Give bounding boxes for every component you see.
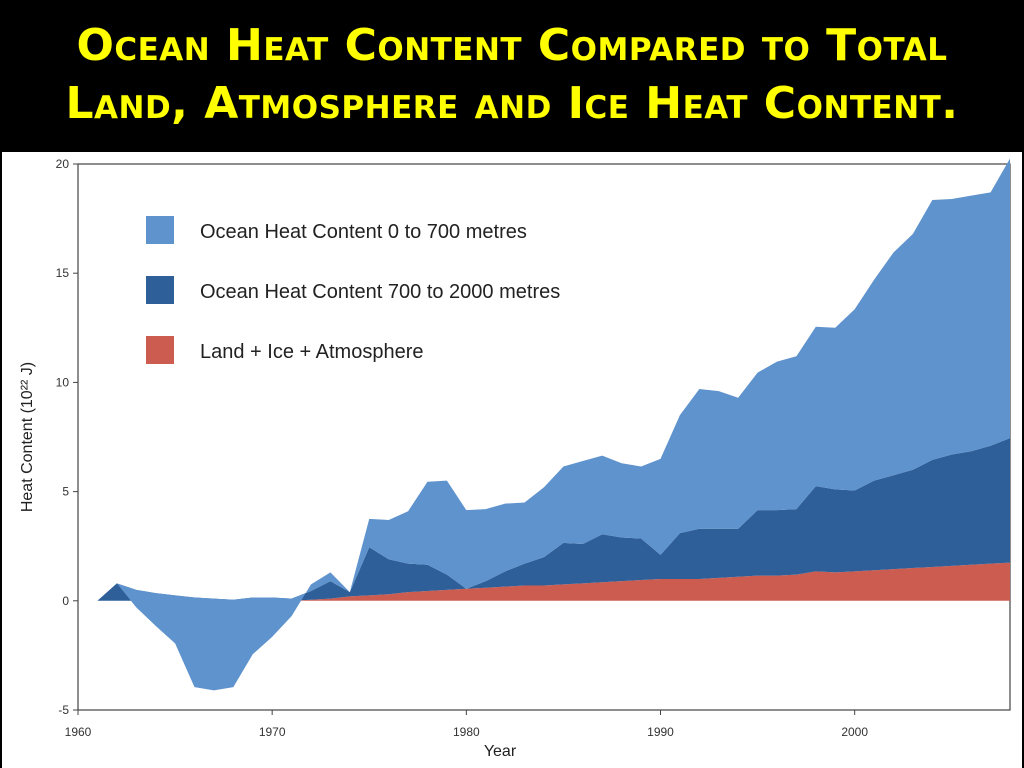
area-ocean-heat-content-0-to-700-metres [97,158,1010,691]
slide-title: Ocean Heat Content Compared to Total Lan… [45,17,978,133]
chart-legend: Ocean Heat Content 0 to 700 metres Ocean … [146,216,560,364]
x-tick-label: 1960 [65,725,92,739]
legend-swatch [146,216,174,244]
heat-content-chart: -5 0 5 10 15 20 1960 1970 1980 1990 2000 Ocean He… [19,157,1011,760]
legend-swatch [146,276,174,304]
chart-panel: -5 0 5 10 15 20 1960 1970 1980 1990 2000 Ocean He… [2,152,1022,768]
chart-areas [97,158,1010,691]
x-tick-label: 2000 [841,725,868,739]
area-ocean-heat-content-700-to-2000-metres [97,438,1010,601]
title-line-1: Ocean Heat Content Compared to Total [76,20,948,71]
x-tick-label: 1970 [259,725,286,739]
y-tick-label: 5 [62,485,69,499]
x-tick-label: 1990 [647,725,674,739]
legend-swatch [146,336,174,364]
y-axis-label: Heat Content (10²² J) [19,362,36,512]
legend-label: Ocean Heat Content 700 to 2000 metres [200,281,560,303]
legend-label: Land + Ice + Atmosphere [200,341,424,363]
legend-label: Ocean Heat Content 0 to 700 metres [200,221,527,243]
y-tick-label: -5 [58,703,69,717]
y-tick-label: 10 [56,375,70,389]
y-axis: -5 0 5 10 15 20 [56,157,78,717]
x-axis: 1960 1970 1980 1990 2000 [65,710,868,739]
y-tick-label: 0 [62,594,69,608]
y-tick-label: 20 [56,157,70,171]
title-line-2: Land, Atmosphere and Ice Heat Content. [65,78,959,129]
y-tick-label: 15 [56,266,70,280]
x-axis-label: Year [484,743,517,760]
title-bar: Ocean Heat Content Compared to Total Lan… [0,0,1024,150]
x-tick-label: 1980 [453,725,480,739]
area-land-ice-atmosphere [97,562,1010,601]
